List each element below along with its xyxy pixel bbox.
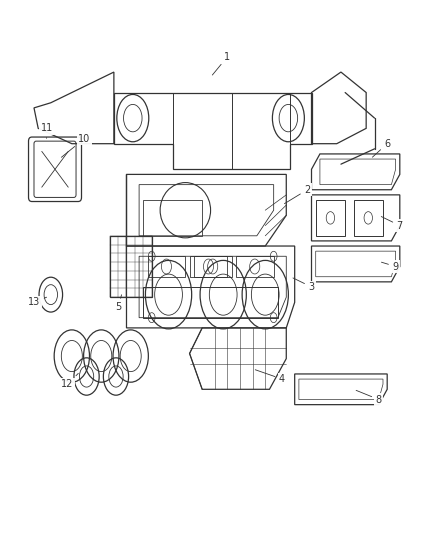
- Text: 4: 4: [255, 370, 285, 384]
- Text: 2: 2: [284, 185, 311, 204]
- Text: 12: 12: [61, 374, 78, 389]
- Text: 1: 1: [212, 52, 230, 75]
- Text: 8: 8: [356, 390, 382, 405]
- Text: 6: 6: [372, 139, 390, 157]
- Text: 9: 9: [381, 262, 399, 271]
- Text: 10: 10: [61, 134, 91, 157]
- Text: 5: 5: [115, 295, 122, 312]
- Text: 3: 3: [293, 278, 314, 292]
- Text: 7: 7: [381, 216, 403, 231]
- Text: 11: 11: [40, 123, 53, 139]
- Text: 13: 13: [28, 297, 46, 308]
